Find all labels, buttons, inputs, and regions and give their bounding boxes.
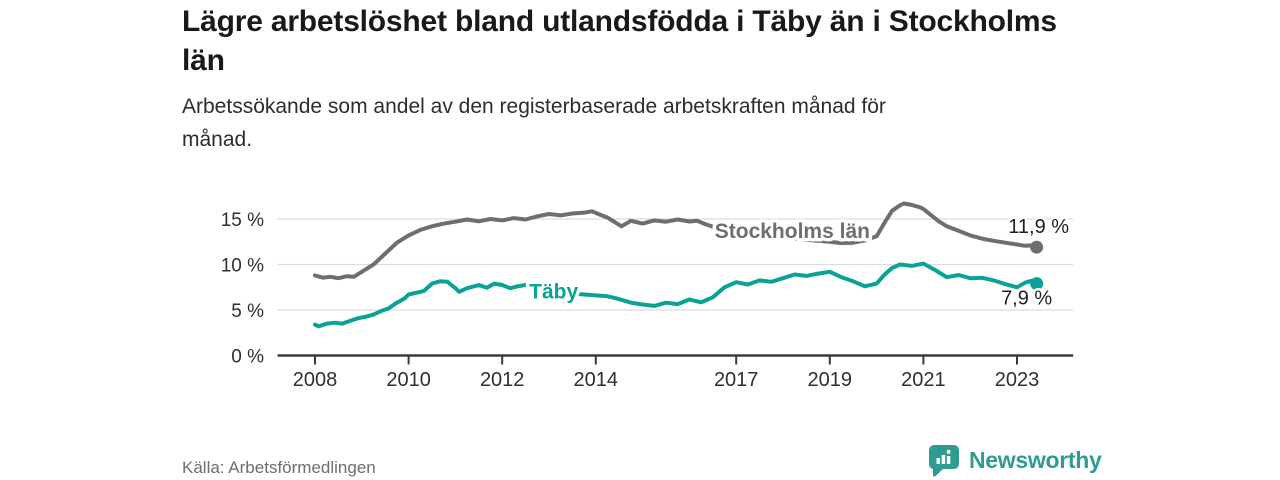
exclamation-dot [946, 450, 951, 454]
x-tick-label: 2023 [995, 369, 1040, 391]
brand-logo: Newsworthy [928, 444, 1102, 477]
series-line-stockholms-lan [313, 201, 1039, 281]
x-tick-label: 2017 [714, 369, 759, 391]
bar-medium [941, 455, 946, 464]
y-tick-label: 15 % [221, 210, 264, 231]
end-value-label-taby: 7,9 % [1001, 288, 1052, 310]
newsworthy-icon [928, 445, 959, 477]
x-tick-label: 2012 [480, 369, 525, 391]
bar-exclamation [946, 456, 951, 464]
y-tick-label: 5 % [231, 301, 264, 322]
bar-small [936, 458, 940, 464]
x-tick-label: 2014 [574, 369, 619, 391]
series-label-taby: Täby [529, 280, 578, 303]
x-tick-label: 2021 [901, 369, 946, 391]
x-tick-label: 2010 [386, 369, 431, 391]
end-dot-stockholms-lan [1030, 240, 1044, 254]
chart-subtitle: Arbetssökande som andel av den registerb… [182, 95, 886, 151]
series-label-stockholms-lan: Stockholms län [715, 220, 870, 243]
x-tick-label: 2008 [293, 369, 338, 391]
brand-name: Newsworthy [969, 447, 1102, 473]
source-note: Källa: Arbetsförmedlingen [182, 458, 376, 477]
chart-title: Lägre arbetslöshet bland utlandsfödda i … [182, 5, 1057, 77]
y-tick-label: 0 % [231, 347, 264, 368]
x-tick-label: 2019 [808, 369, 853, 391]
end-value-label-stockholms-lan: 11,9 % [1008, 216, 1069, 238]
line-chart: 0 % 5 % 10 % 15 % 2008 2010 2012 2014 2017 2019 20… [221, 201, 1074, 391]
end-dot-taby [1030, 277, 1044, 291]
series-line-taby [313, 261, 1039, 329]
y-tick-label: 10 % [221, 256, 264, 277]
